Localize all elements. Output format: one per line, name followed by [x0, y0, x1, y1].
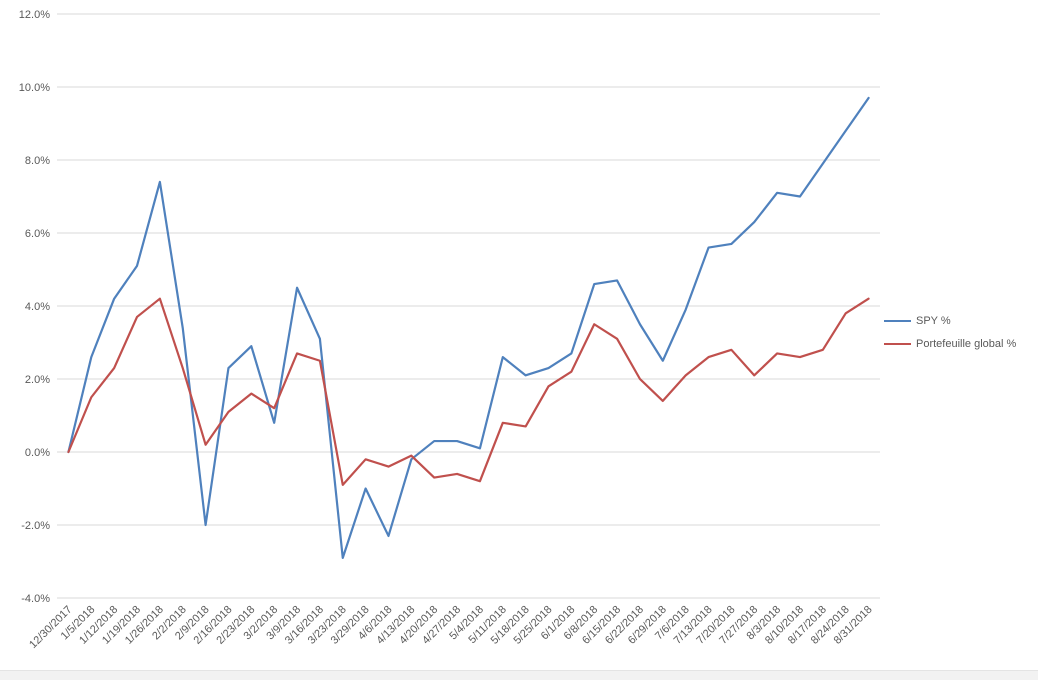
y-tick-label: 4.0% [25, 301, 50, 313]
y-tick-label: 12.0% [19, 9, 50, 21]
legend-line-sample-spy [884, 320, 911, 322]
y-tick-label: -2.0% [21, 520, 50, 532]
legend-item-spy[interactable]: SPY % [884, 313, 1016, 329]
legend-item-portefeuille[interactable]: Portefeuille global % [884, 336, 1016, 352]
series-line-portefeuille-global-[interactable] [67, 297, 870, 486]
y-tick-label: 0.0% [25, 447, 50, 459]
y-tick-label: 8.0% [25, 155, 50, 167]
legend-label-portefeuille: Portefeuille global % [916, 338, 1017, 350]
legend-line-sample-portefeuille [884, 343, 911, 345]
y-tick-label: 2.0% [25, 374, 50, 386]
chart-legend: SPY % Portefeuille global % [884, 313, 1016, 352]
y-tick-label: 10.0% [19, 82, 50, 94]
legend-label-spy: SPY % [916, 315, 951, 327]
y-tick-label: 6.0% [25, 228, 50, 240]
y-tick-label: -4.0% [21, 593, 50, 605]
window-bottom-strip [0, 670, 1038, 680]
series-line-spy-[interactable] [67, 96, 870, 559]
